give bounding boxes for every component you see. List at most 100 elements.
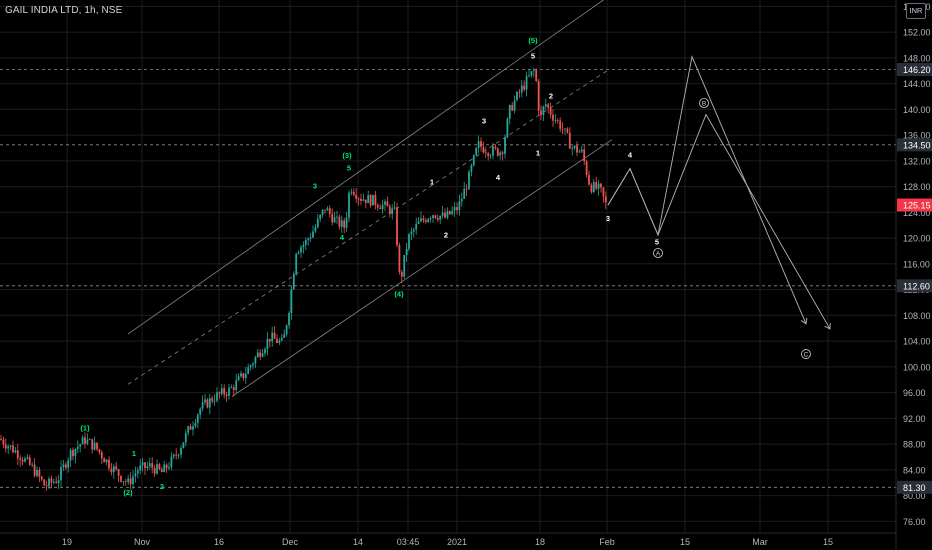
candle-body bbox=[170, 456, 173, 468]
candle-body bbox=[458, 201, 461, 211]
candle-body bbox=[79, 444, 82, 447]
candle-body bbox=[36, 469, 38, 476]
candle-body bbox=[69, 449, 72, 461]
candle-body bbox=[343, 220, 346, 228]
candle-body bbox=[511, 105, 514, 111]
candle-body bbox=[127, 478, 130, 483]
candle-body bbox=[309, 237, 312, 239]
candle-body bbox=[326, 208, 329, 211]
wave-label: (3) bbox=[342, 151, 352, 160]
channel-line bbox=[127, 0, 605, 335]
candle-body bbox=[528, 75, 530, 77]
candle-body bbox=[480, 141, 482, 147]
chart-title: GAIL INDIA LTD, 1h, NSE bbox=[5, 5, 123, 16]
candle-body bbox=[379, 207, 382, 209]
level-badge bbox=[897, 480, 932, 494]
candle-body bbox=[225, 394, 228, 396]
y-tick-label: 92.00 bbox=[903, 414, 926, 424]
candle-body bbox=[50, 478, 53, 483]
candle-body bbox=[206, 399, 209, 408]
x-tick-label: 16 bbox=[214, 537, 224, 547]
candle-body bbox=[189, 426, 192, 430]
candle-body bbox=[276, 338, 278, 343]
candle-body bbox=[204, 399, 206, 403]
candle-body bbox=[177, 454, 180, 456]
candle-body bbox=[600, 183, 602, 188]
candle-body bbox=[45, 485, 48, 487]
candle-body bbox=[405, 248, 408, 256]
x-tick-label: Feb bbox=[599, 537, 615, 547]
candle-body bbox=[158, 464, 161, 470]
candle-body bbox=[319, 214, 322, 220]
candle-body bbox=[595, 182, 598, 189]
candle-body bbox=[254, 357, 257, 364]
candle-body bbox=[88, 439, 91, 441]
candle-body bbox=[98, 449, 101, 453]
candle-body bbox=[566, 128, 569, 133]
wave-circle bbox=[801, 349, 811, 359]
candle-body bbox=[388, 206, 391, 215]
candle-body bbox=[165, 464, 168, 469]
candle-body bbox=[448, 211, 451, 215]
wave-label: 3 bbox=[482, 116, 486, 125]
candle-body bbox=[244, 373, 247, 379]
candle-body bbox=[444, 212, 446, 218]
level-badge bbox=[897, 138, 932, 152]
candle-body bbox=[259, 352, 262, 357]
candle-body bbox=[350, 191, 353, 193]
candle-body bbox=[439, 215, 442, 220]
candle-body bbox=[523, 85, 526, 90]
candle-body bbox=[585, 161, 588, 175]
candle-body bbox=[544, 104, 547, 107]
candle-body bbox=[396, 207, 398, 246]
projection-arrow-alt bbox=[824, 322, 831, 330]
candle-body bbox=[393, 207, 396, 209]
candle-body bbox=[525, 76, 528, 90]
candle-body bbox=[422, 218, 425, 221]
candle-body bbox=[122, 481, 125, 483]
candle-body bbox=[463, 188, 466, 199]
candle-body bbox=[168, 467, 170, 469]
candle-body bbox=[307, 238, 310, 241]
candle-body bbox=[316, 219, 319, 228]
candle-body bbox=[194, 422, 197, 427]
candle-body bbox=[103, 458, 106, 463]
candle-body bbox=[304, 240, 307, 245]
candle-body bbox=[441, 212, 444, 216]
y-tick-label: 140.00 bbox=[903, 105, 931, 115]
candle-body bbox=[134, 473, 137, 477]
candle-body bbox=[24, 458, 26, 462]
candle-body bbox=[520, 85, 523, 93]
candle-body bbox=[357, 198, 360, 200]
candle-body bbox=[271, 332, 274, 342]
wave-label: 5 bbox=[655, 237, 659, 246]
candle-body bbox=[266, 338, 269, 350]
x-tick-label: 03:45 bbox=[397, 537, 420, 547]
candle-body bbox=[501, 152, 504, 154]
candle-body bbox=[410, 231, 413, 235]
candle-body bbox=[93, 442, 96, 450]
projection-arrow-main bbox=[800, 317, 808, 325]
level-badge-label: 112.60 bbox=[903, 281, 930, 291]
candle-body bbox=[537, 81, 540, 111]
candle-body bbox=[352, 191, 355, 195]
y-tick-label: 104.00 bbox=[903, 337, 931, 347]
wave-label: (4) bbox=[394, 290, 404, 299]
candle-body bbox=[199, 408, 202, 415]
candle-body bbox=[360, 198, 362, 201]
candle-body bbox=[31, 464, 34, 466]
candle-body bbox=[374, 194, 377, 206]
candle-body bbox=[242, 373, 245, 379]
candle-body bbox=[153, 467, 156, 474]
candle-body bbox=[451, 210, 454, 215]
candle-body bbox=[424, 220, 427, 222]
candle-body bbox=[285, 325, 288, 335]
y-tick-label: 144.00 bbox=[903, 79, 931, 89]
candle-body bbox=[436, 217, 439, 220]
candle-body bbox=[67, 460, 70, 468]
candle-body bbox=[182, 442, 185, 449]
currency-button[interactable]: INR bbox=[906, 3, 926, 19]
candle-body bbox=[43, 479, 46, 486]
y-tick-label: 96.00 bbox=[903, 388, 926, 398]
